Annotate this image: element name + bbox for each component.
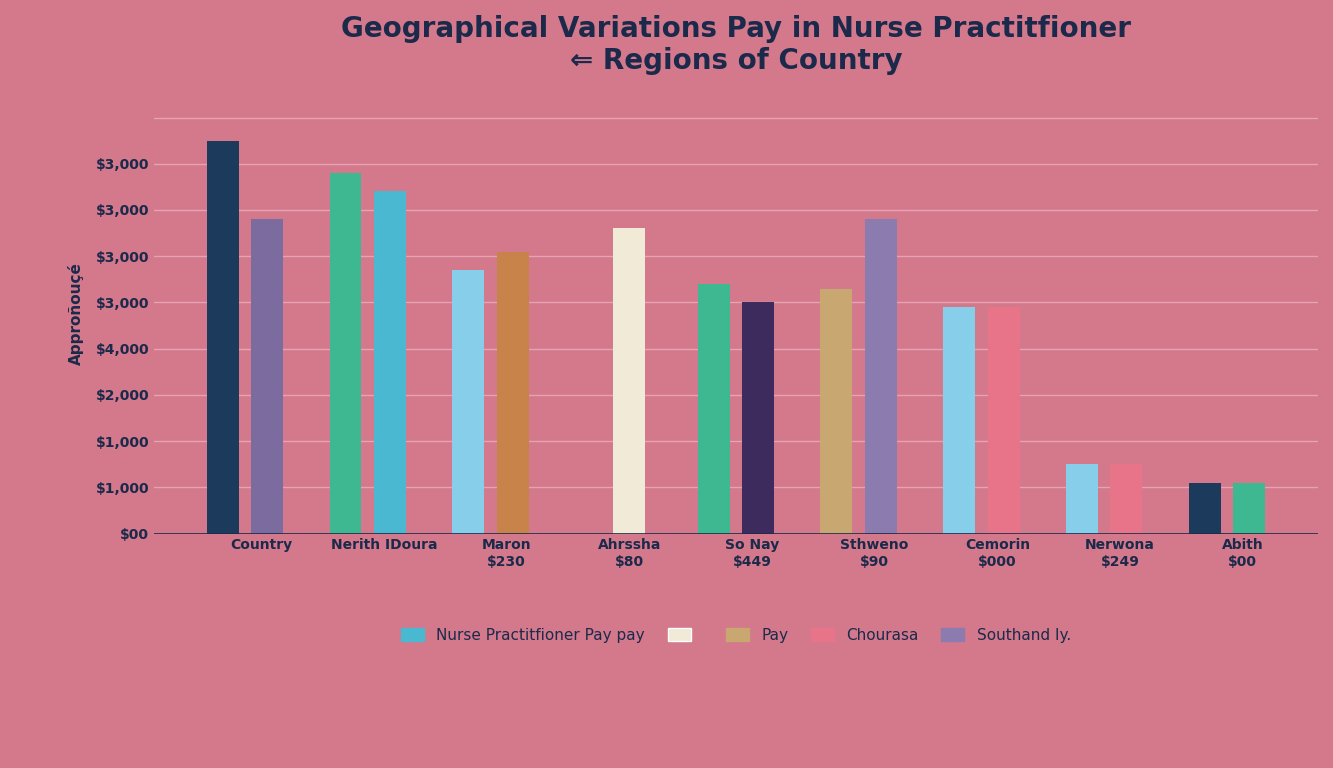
Bar: [329, 173, 361, 534]
Bar: [820, 289, 852, 534]
Bar: [252, 219, 284, 534]
Bar: [375, 191, 407, 534]
Bar: [207, 141, 239, 534]
Bar: [742, 303, 774, 534]
Legend: Nurse Practitfioner Pay pay, , Pay, Chourasa, Southand Iy.: Nurse Practitfioner Pay pay, , Pay, Chou…: [395, 621, 1077, 649]
Bar: [944, 307, 976, 534]
Bar: [497, 252, 529, 534]
Bar: [988, 307, 1020, 534]
Bar: [1189, 483, 1221, 534]
Bar: [697, 284, 729, 534]
Title: Geographical Variations Pay in Nurse Practitfioner
⇐ Regions of Country: Geographical Variations Pay in Nurse Pra…: [341, 15, 1130, 75]
Bar: [1066, 465, 1098, 534]
Bar: [1233, 483, 1265, 534]
Bar: [865, 219, 897, 534]
Y-axis label: Approñouçé: Approñouçé: [68, 263, 84, 366]
Bar: [1110, 465, 1142, 534]
Bar: [452, 270, 484, 534]
Bar: [613, 228, 645, 534]
